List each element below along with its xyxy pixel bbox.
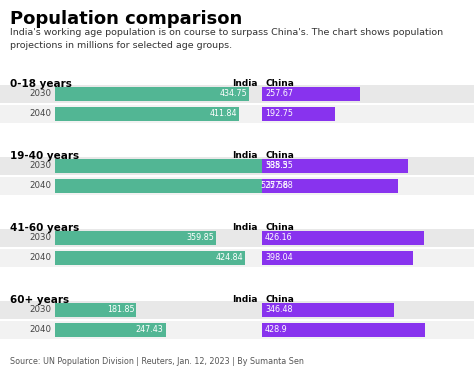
Text: 359.85: 359.85	[186, 233, 214, 243]
Text: 346.48: 346.48	[265, 305, 292, 314]
Text: 2040: 2040	[29, 326, 51, 335]
Bar	[55, 251, 245, 265]
Text: 19-40 years: 19-40 years	[10, 151, 79, 161]
Text: India: India	[233, 151, 258, 160]
Text: Source: UN Population Division | Reuters, Jan. 12, 2023 | By Sumanta Sen: Source: UN Population Division | Reuters…	[10, 357, 304, 366]
Text: China: China	[266, 151, 295, 160]
Text: 247.43: 247.43	[136, 326, 164, 335]
Bar	[262, 251, 413, 265]
Text: 426.16: 426.16	[265, 233, 292, 243]
Bar	[0, 105, 474, 123]
Text: 41-60 years: 41-60 years	[10, 223, 79, 233]
Text: 527.56: 527.56	[261, 182, 289, 191]
Text: 0-18 years: 0-18 years	[10, 79, 72, 89]
Bar	[55, 323, 165, 337]
Text: 385.3: 385.3	[265, 162, 288, 170]
Bar	[262, 159, 409, 173]
Bar	[0, 301, 474, 319]
Bar	[55, 87, 249, 101]
Bar	[0, 177, 474, 195]
Bar	[55, 107, 239, 121]
Bar	[0, 321, 474, 339]
Text: India: India	[233, 295, 258, 304]
Bar	[55, 231, 216, 245]
Text: 2030: 2030	[29, 233, 51, 243]
Text: 2030: 2030	[29, 162, 51, 170]
Text: Population comparison: Population comparison	[10, 10, 242, 28]
Bar	[262, 107, 335, 121]
Text: 2040: 2040	[29, 109, 51, 118]
Text: 411.84: 411.84	[210, 109, 237, 118]
Bar	[0, 157, 474, 175]
Bar	[262, 87, 360, 101]
Text: 2040: 2040	[29, 182, 51, 191]
Text: 60+ years: 60+ years	[10, 295, 69, 305]
Text: China: China	[266, 295, 295, 304]
Text: 434.75: 434.75	[219, 89, 247, 99]
Text: 357.88: 357.88	[265, 182, 293, 191]
Text: 181.85: 181.85	[107, 305, 134, 314]
Text: India: India	[233, 79, 258, 88]
Text: 257.67: 257.67	[265, 89, 293, 99]
Bar	[0, 249, 474, 267]
Text: 428.9: 428.9	[265, 326, 288, 335]
Bar	[262, 323, 425, 337]
Bar	[262, 231, 424, 245]
Text: 192.75: 192.75	[265, 109, 293, 118]
Text: 424.84: 424.84	[215, 253, 243, 262]
Text: 398.04: 398.04	[265, 253, 292, 262]
Bar	[55, 179, 291, 193]
Text: 2030: 2030	[29, 89, 51, 99]
Text: 2040: 2040	[29, 253, 51, 262]
Text: India's working age population is on course to surpass China's. The chart shows : India's working age population is on cou…	[10, 28, 443, 50]
Text: China: China	[266, 79, 295, 88]
Text: 2030: 2030	[29, 305, 51, 314]
Text: China: China	[266, 223, 295, 232]
Bar	[55, 303, 137, 317]
Bar	[0, 85, 474, 103]
Bar	[262, 303, 394, 317]
Bar	[55, 159, 296, 173]
Bar	[262, 179, 398, 193]
Text: India: India	[233, 223, 258, 232]
Bar	[0, 229, 474, 247]
Text: 538.55: 538.55	[266, 162, 294, 170]
